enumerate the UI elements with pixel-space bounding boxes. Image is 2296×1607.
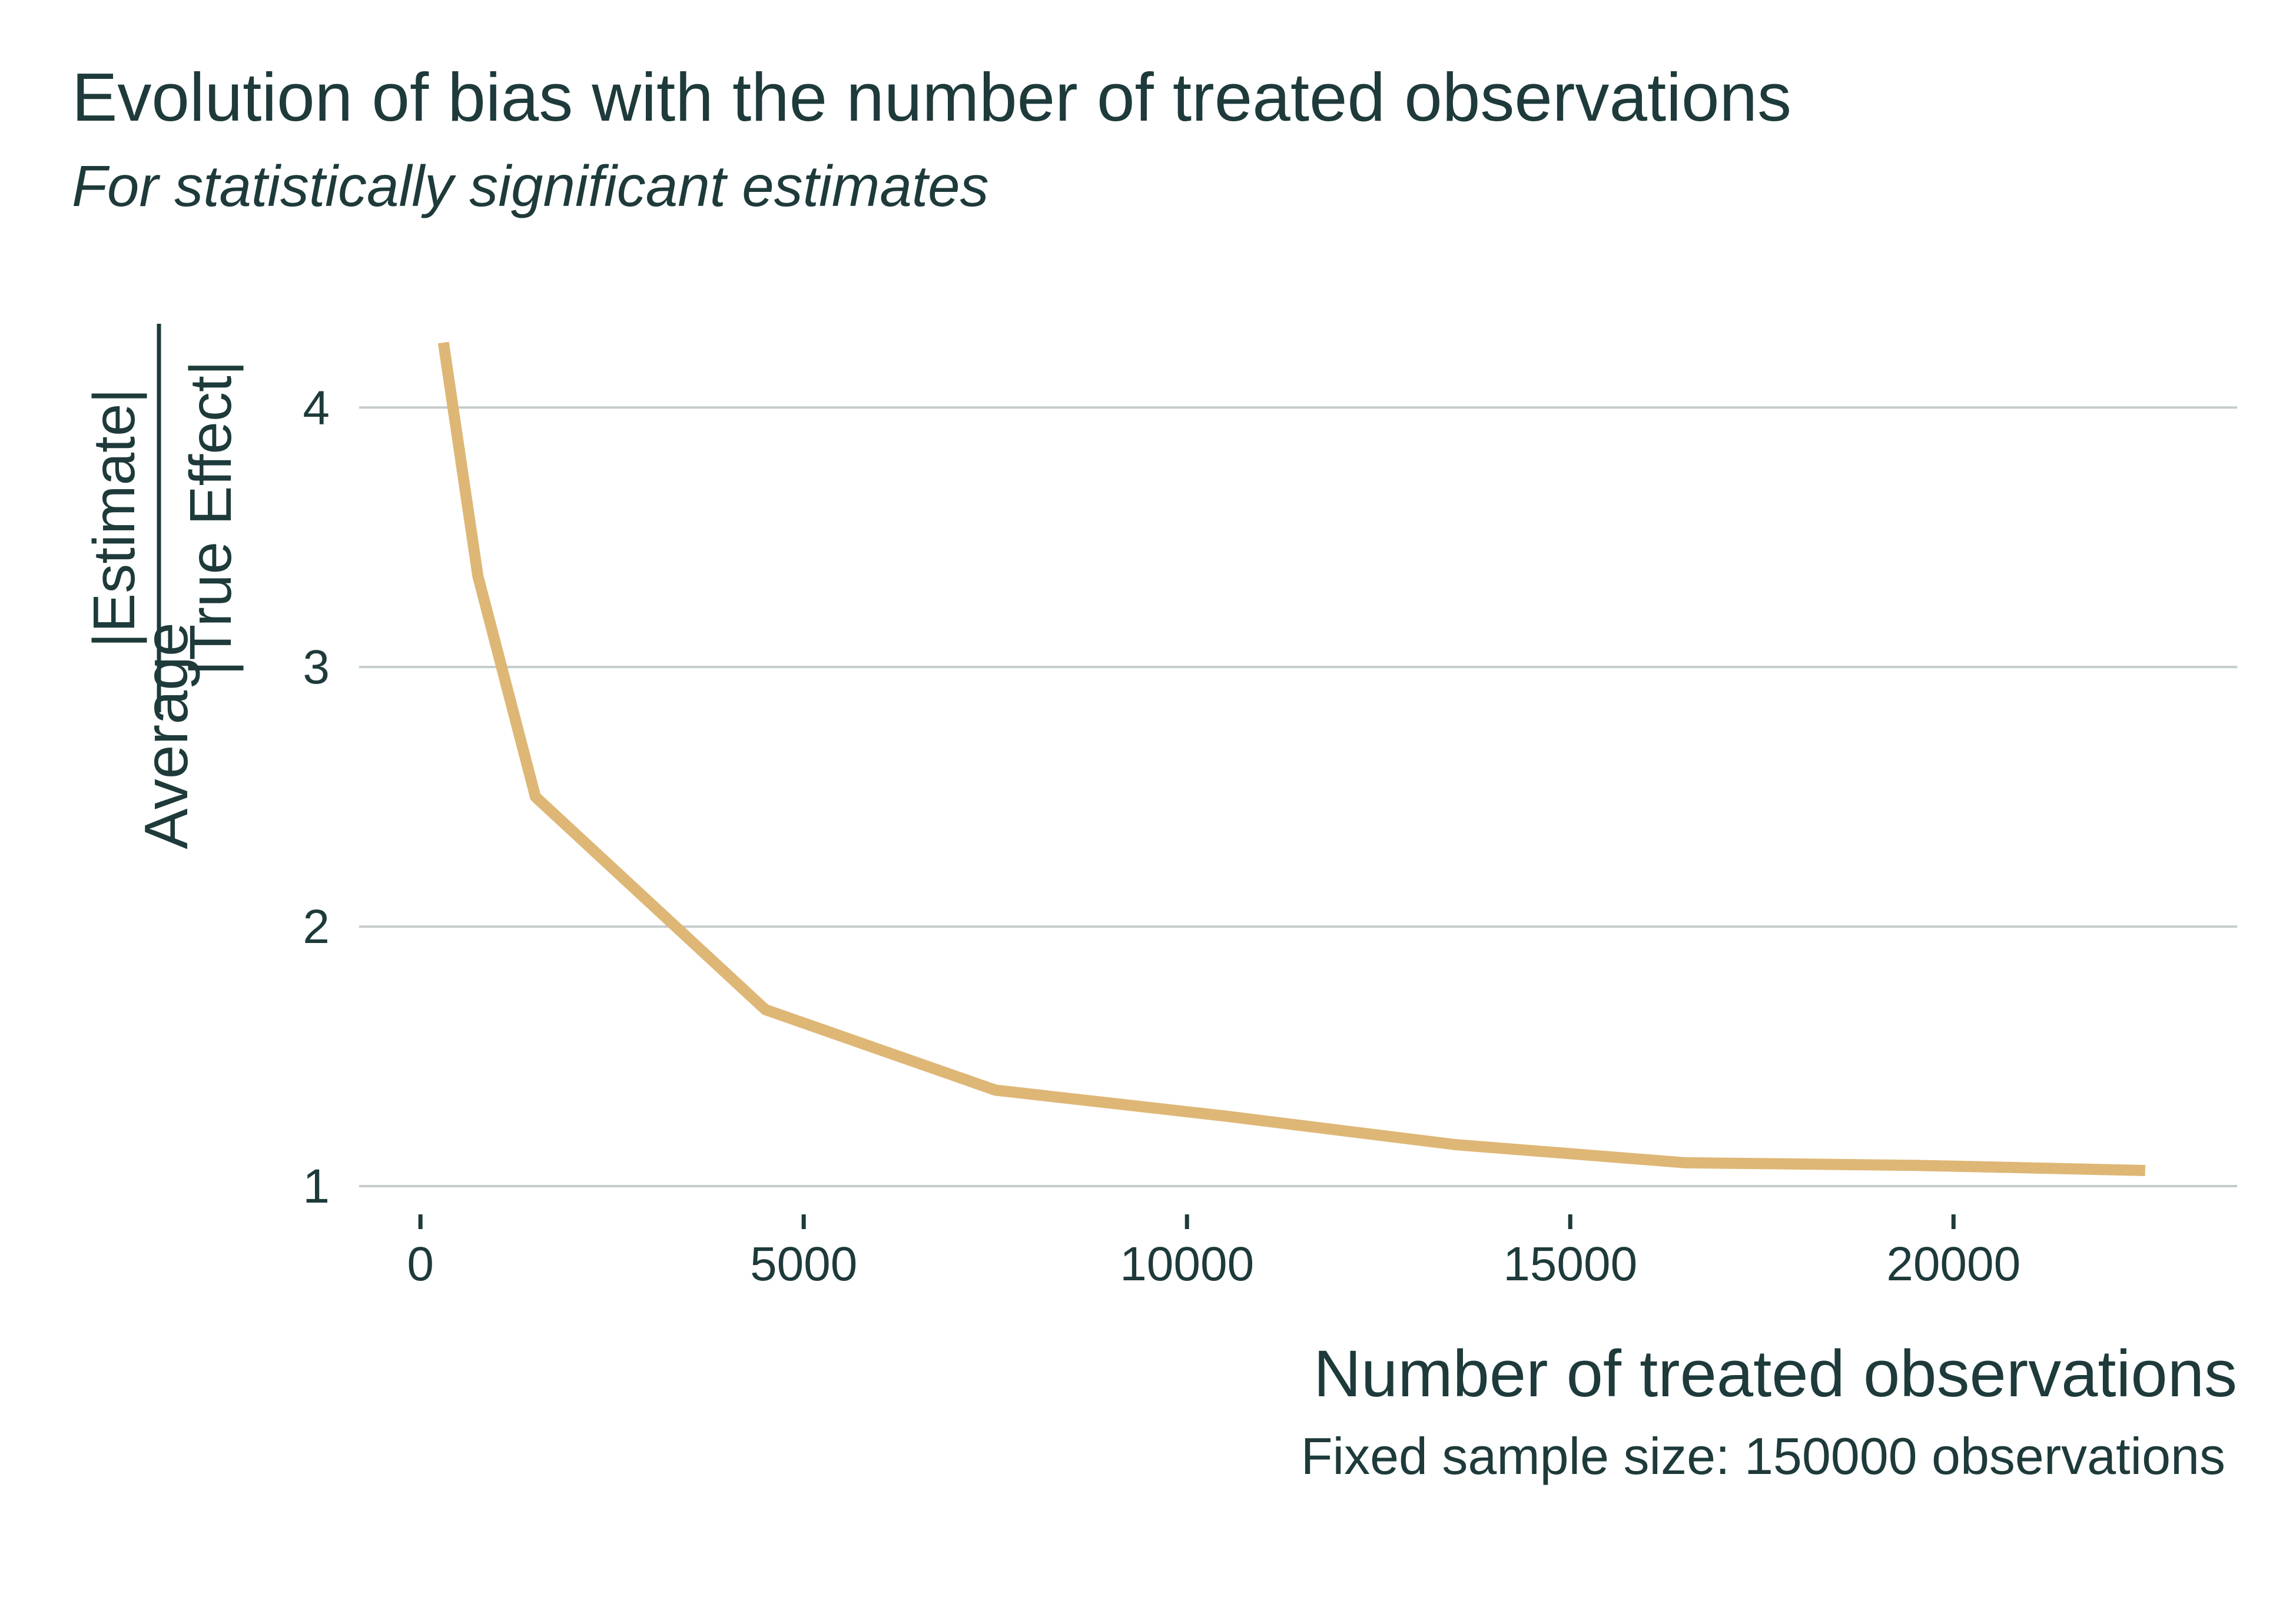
chart-subtitle: For statistically significant estimates bbox=[72, 154, 989, 218]
y-axis-label: Average |Estimate| |True Effect| bbox=[81, 324, 244, 849]
y-axis-label-prefix: Average bbox=[132, 622, 201, 849]
x-tick-label: 10000 bbox=[1120, 1237, 1254, 1291]
chart-caption: Fixed sample size: 150000 observations bbox=[1301, 1427, 2225, 1485]
y-tick-label: 3 bbox=[303, 640, 330, 694]
x-ticks: 0 5000 10000 15000 20000 bbox=[407, 1214, 2020, 1291]
x-tick-label: 15000 bbox=[1503, 1237, 1637, 1291]
series bbox=[437, 341, 2146, 1176]
y-ticks: 1 2 3 4 bbox=[303, 381, 330, 1213]
x-tick-label: 20000 bbox=[1886, 1237, 2020, 1291]
x-tick-label: 0 bbox=[407, 1237, 434, 1291]
y-tick-label: 4 bbox=[303, 381, 330, 434]
y-tick-label: 2 bbox=[303, 900, 330, 954]
series-line-0 bbox=[437, 341, 2146, 1176]
x-axis-label: Number of treated observations bbox=[1313, 1337, 2237, 1410]
chart-title: Evolution of bias with the number of tre… bbox=[72, 59, 1791, 135]
x-tick-label: 5000 bbox=[750, 1237, 857, 1291]
y-tick-label: 1 bbox=[303, 1160, 330, 1213]
y-axis-label-denominator: |True Effect| bbox=[178, 360, 244, 676]
gridlines bbox=[359, 406, 2237, 1187]
y-axis-label-numerator: |Estimate| bbox=[81, 389, 147, 648]
